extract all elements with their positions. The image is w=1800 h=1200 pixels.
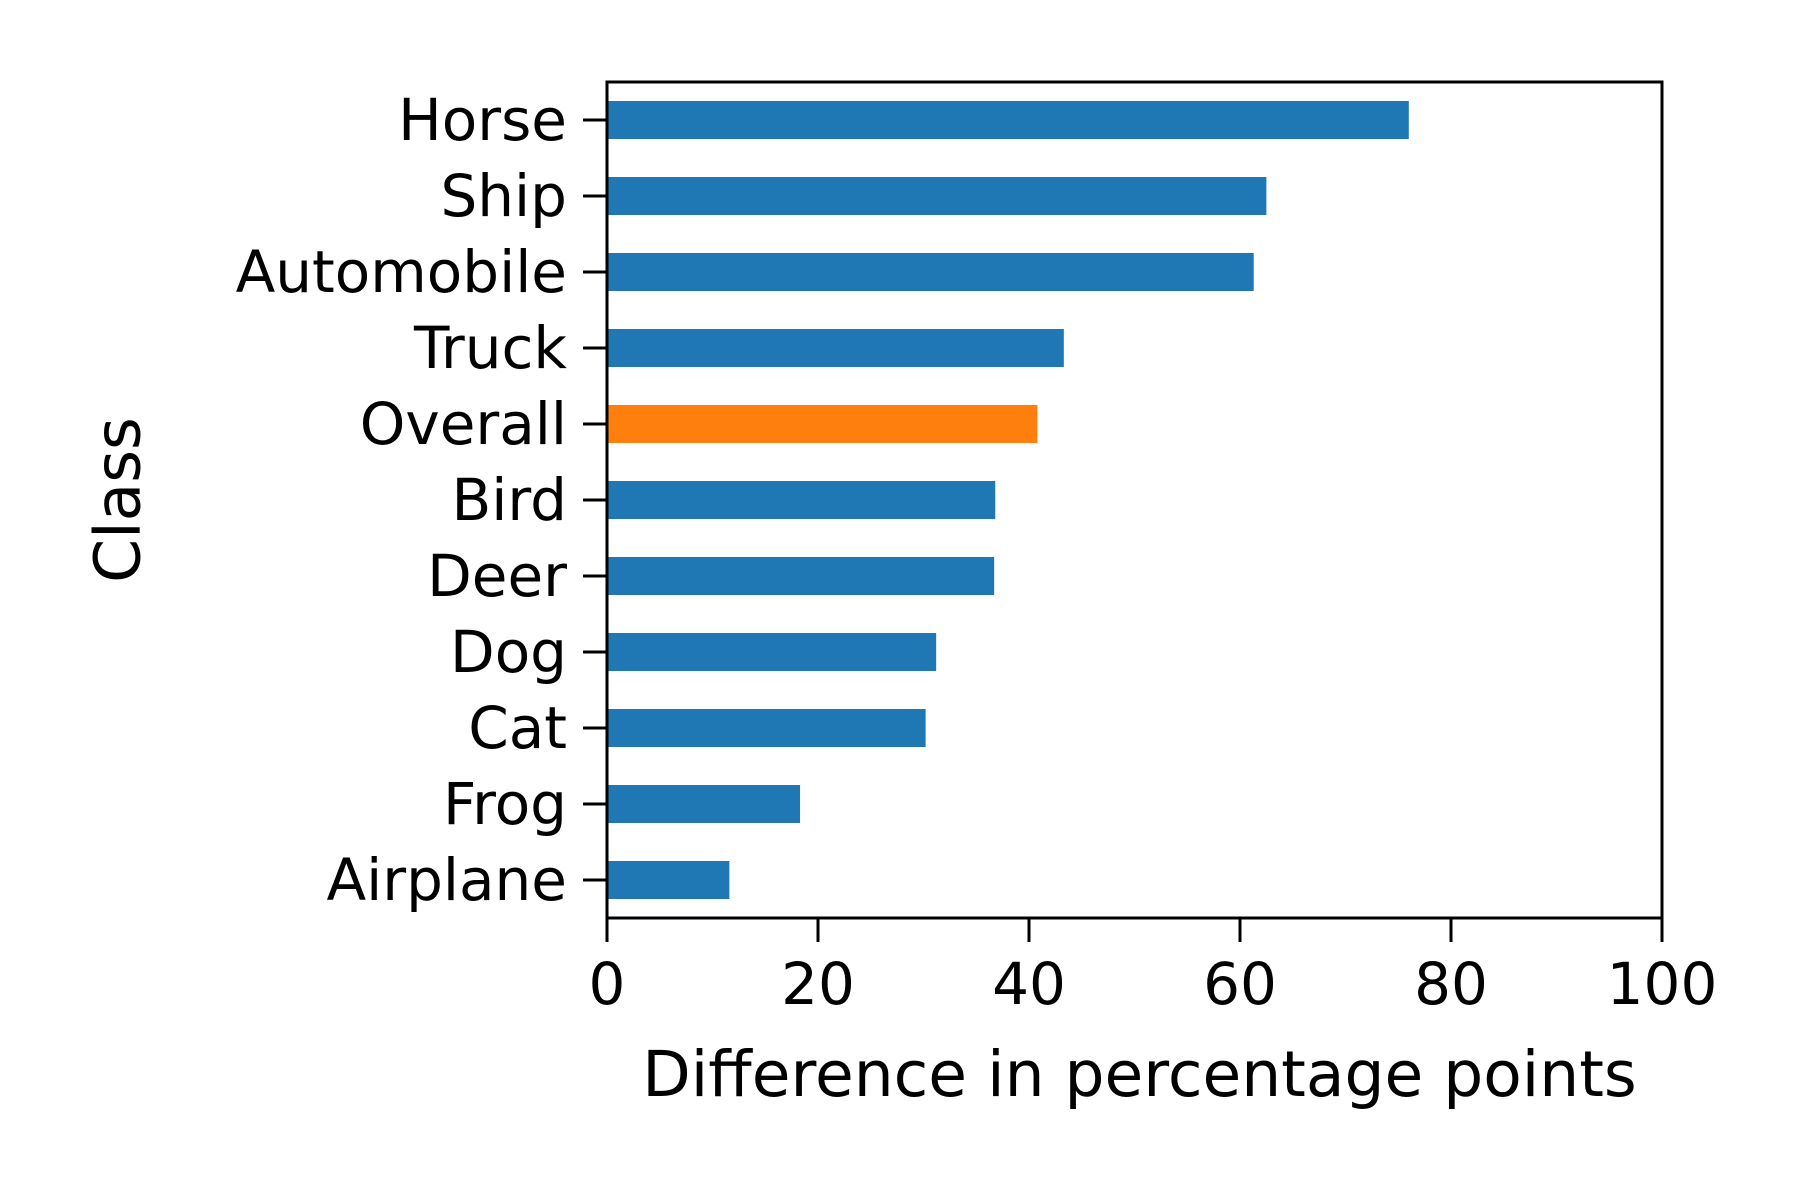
y-tick-label-frog: Frog (443, 770, 567, 838)
bar-overall (607, 405, 1038, 443)
y-tick-label-deer: Deer (427, 542, 567, 610)
bar-ship (607, 177, 1267, 215)
y-axis-ticks: Horse Ship Automobile Truck Overall Bird Deer D… (236, 86, 607, 914)
plot-frame (605, 80, 1664, 920)
bar-truck (607, 329, 1064, 367)
x-axis-ticks: 0 20 40 60 80 100 (589, 918, 1718, 1018)
bar-frog (607, 785, 801, 823)
x-tick-label-0: 0 (589, 950, 626, 1018)
y-tick-label-bird: Bird (451, 466, 567, 534)
bar-cat (607, 709, 926, 747)
y-tick-label-ship: Ship (440, 162, 567, 230)
y-tick-label-overall: Overall (360, 390, 567, 458)
x-tick-label-20: 20 (781, 950, 855, 1018)
y-tick-label-cat: Cat (468, 694, 567, 762)
y-tick-label-dog: Dog (450, 618, 567, 686)
y-axis-title: Class (82, 417, 155, 583)
x-tick-label-60: 60 (1203, 950, 1277, 1018)
y-tick-label-airplane: Airplane (326, 846, 567, 914)
bar-dog (607, 633, 937, 671)
y-tick-label-automobile: Automobile (236, 238, 567, 306)
bars-group (607, 101, 1409, 899)
y-tick-label-horse: Horse (398, 86, 567, 154)
x-tick-label-80: 80 (1414, 950, 1488, 1018)
x-axis-title: Difference in percentage points (642, 1038, 1636, 1111)
bar-airplane (607, 861, 730, 899)
bar-automobile (607, 253, 1254, 291)
bar-horse (607, 101, 1409, 139)
x-tick-label-40: 40 (992, 950, 1066, 1018)
bar-deer (607, 557, 995, 595)
bar-bird (607, 481, 996, 519)
x-tick-label-100: 100 (1607, 950, 1718, 1018)
y-tick-label-truck: Truck (413, 314, 567, 382)
